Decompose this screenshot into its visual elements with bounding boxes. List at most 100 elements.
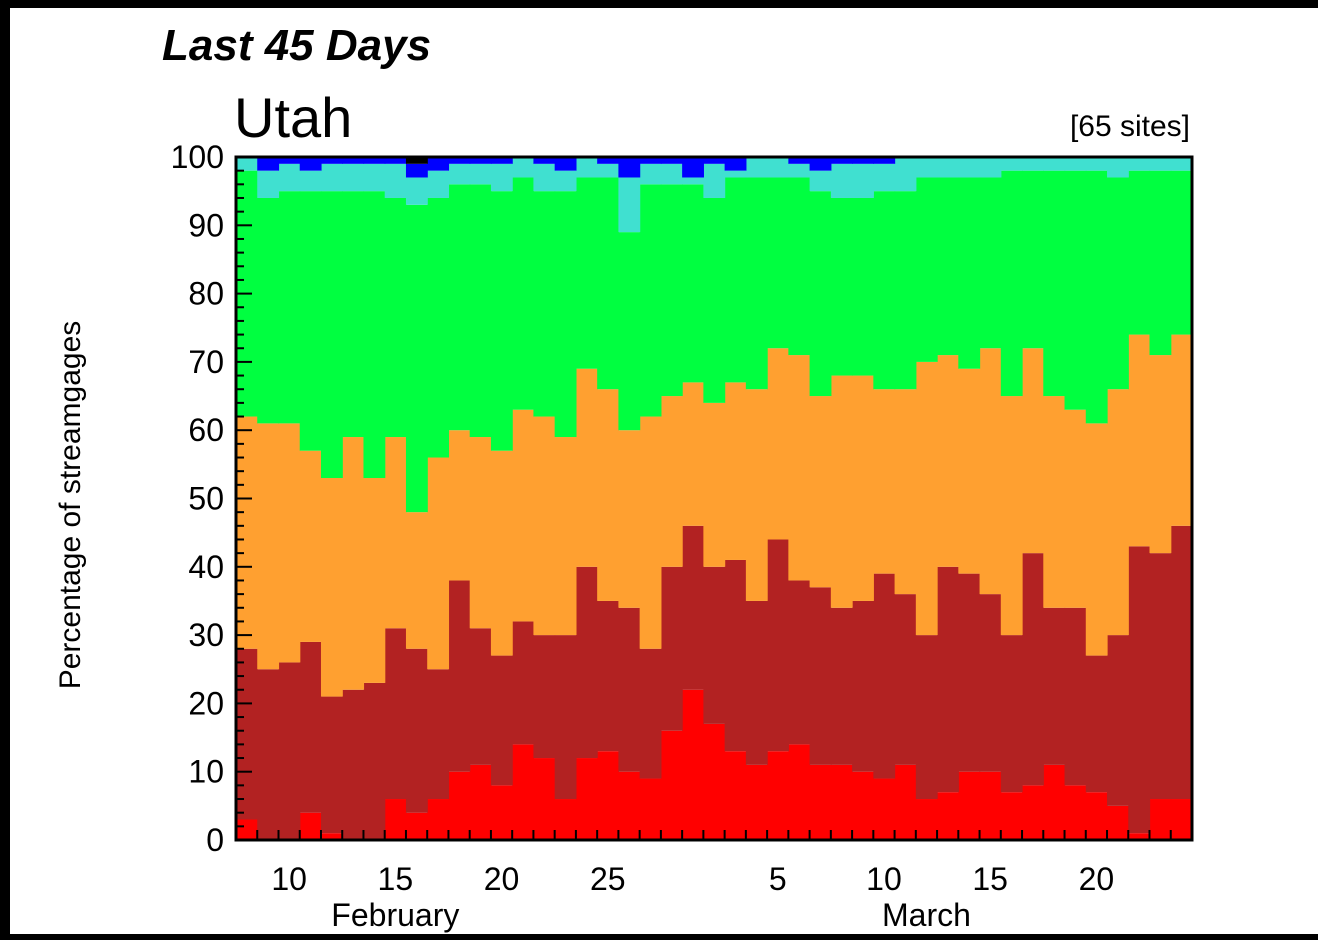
bar-segment — [894, 594, 917, 765]
bar-segment — [1128, 170, 1151, 335]
bar-segment — [1128, 157, 1151, 171]
bar-segment — [703, 163, 726, 198]
bar-segment — [873, 157, 896, 164]
bar-segment — [1064, 607, 1087, 786]
bar-segment — [894, 389, 917, 595]
y-tick-label: 80 — [188, 276, 224, 312]
bar-segment — [427, 457, 450, 670]
bar-segment — [1170, 170, 1193, 335]
bar-segment — [1043, 157, 1066, 171]
bar-segment — [873, 389, 896, 574]
bar-segment — [1043, 607, 1066, 765]
bar-segment — [724, 157, 747, 171]
x-tick-label: 5 — [769, 861, 787, 897]
bar-segment — [363, 157, 386, 164]
bar-segment — [575, 177, 598, 369]
bar-segment — [724, 170, 747, 178]
x-tick-label: 20 — [484, 861, 520, 897]
bar-segment — [767, 177, 789, 349]
bar-segment — [554, 191, 577, 438]
bar-segment — [788, 355, 811, 581]
bar-segment — [915, 177, 938, 362]
bar-segment — [873, 778, 896, 840]
bar-segment — [405, 648, 428, 813]
bar-segment — [278, 662, 301, 840]
bar-segment — [1149, 799, 1172, 840]
bar-segment — [639, 184, 662, 417]
bar-segment — [639, 157, 662, 164]
y-tick-label: 70 — [188, 344, 224, 380]
bar-segment — [448, 163, 471, 185]
bar-segment — [830, 607, 853, 765]
bar-segment — [1043, 396, 1066, 608]
bar-segment — [320, 833, 343, 840]
bar-segment — [682, 689, 704, 840]
bar-segment — [448, 157, 471, 164]
bar-segment — [320, 157, 343, 164]
bar-segment — [682, 157, 704, 178]
bar-segment — [1107, 177, 1129, 390]
bar-segment — [448, 430, 471, 581]
bar-segment — [660, 566, 683, 731]
bar-segment — [830, 764, 853, 840]
bar-segment — [1022, 348, 1044, 554]
bar-segment — [682, 525, 704, 690]
bar-segment — [788, 580, 811, 745]
bar-segment — [937, 566, 959, 793]
bar-segment — [363, 191, 386, 479]
bar-segment — [660, 730, 683, 840]
y-tick-label: 90 — [188, 207, 224, 243]
bar-segment — [342, 157, 365, 164]
x-tick-labels: 10 15 20 25 5 10 15 20 February March — [271, 861, 1114, 933]
bar-segment — [979, 177, 1002, 349]
bar-segment — [682, 382, 704, 526]
bar-segment — [979, 157, 1002, 178]
bar-segment — [809, 191, 832, 397]
x-tick-label: 20 — [1079, 861, 1115, 897]
bar-segment — [618, 771, 641, 840]
bar-segment — [448, 580, 471, 772]
bar-segment — [1000, 157, 1023, 171]
bar-segment — [236, 416, 258, 649]
bar-segment — [469, 437, 492, 629]
bar-segment — [342, 437, 365, 690]
bar-segment — [533, 635, 556, 759]
bar-segment — [1128, 546, 1151, 834]
bar-segment — [1085, 170, 1108, 424]
bar-segment — [809, 587, 832, 765]
bar-segment — [937, 177, 959, 356]
bar-segment — [363, 682, 386, 840]
y-tick-label: 50 — [188, 481, 224, 517]
bar-segment — [363, 478, 386, 683]
chart-subtitle: Utah — [234, 86, 352, 149]
bar-segment — [788, 177, 811, 356]
bar-segment — [533, 163, 556, 192]
bar-segment — [1064, 785, 1087, 840]
bar-segment — [597, 163, 619, 178]
y-tick-label: 60 — [188, 412, 224, 448]
bar-segment — [469, 163, 492, 185]
bar-segment — [618, 430, 641, 608]
bar-segment — [767, 751, 789, 840]
bar-segment — [575, 566, 598, 759]
bar-segment — [745, 177, 768, 390]
bar-segment — [1170, 525, 1193, 800]
bar-segment — [490, 191, 513, 451]
site-count-label: [65 sites] — [1070, 110, 1190, 143]
bar-segment — [512, 409, 535, 622]
bar-segment — [427, 170, 450, 198]
bar-segment — [490, 163, 513, 192]
bar-segment — [448, 771, 471, 840]
bar-segment — [533, 416, 556, 636]
bar-segment — [852, 771, 874, 840]
bar-segment — [788, 163, 811, 178]
bar-segment — [809, 170, 832, 192]
bar-segment — [554, 157, 577, 171]
bar-segment — [852, 197, 874, 376]
bar-segment — [299, 812, 322, 840]
bar-segment — [533, 191, 556, 417]
bar-segment — [830, 157, 853, 164]
x-tick-label: 15 — [378, 861, 414, 897]
bar-segment — [490, 655, 513, 786]
bar-segment — [873, 163, 896, 192]
